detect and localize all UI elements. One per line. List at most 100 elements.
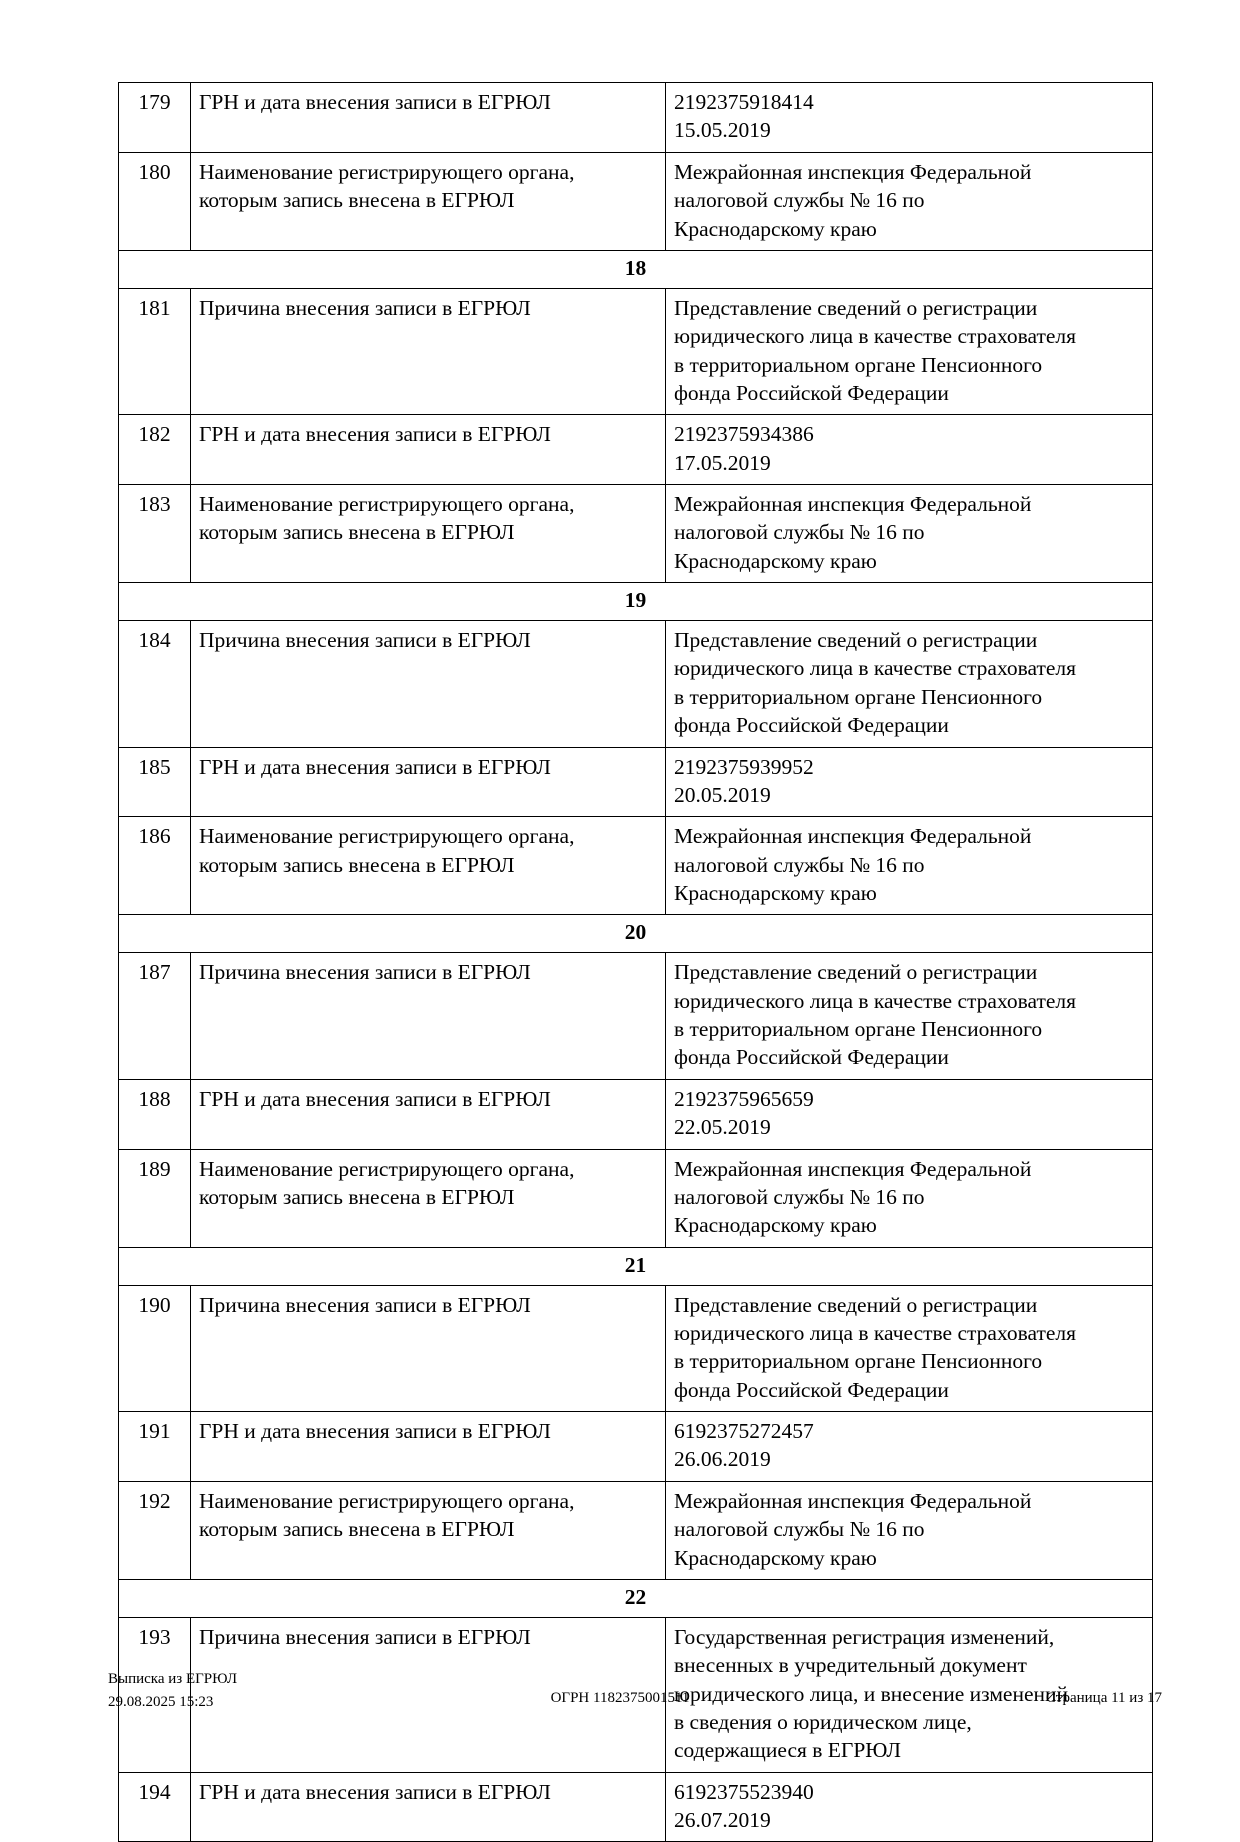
table-row: 190 Причина внесения записи в ЕГРЮЛ Предст… bbox=[118, 1284, 1153, 1412]
table-row: 181 Причина внесения записи в ЕГРЮЛ Предст… bbox=[118, 287, 1153, 416]
row-value: 2192375965659 22.05.2019 bbox=[665, 1078, 1153, 1150]
row-label: ГРН и дата внесения записи в ЕГРЮЛ bbox=[190, 82, 666, 153]
row-number: 191 bbox=[118, 1411, 191, 1482]
text-line: которым запись внесена в ЕГРЮЛ bbox=[199, 1517, 515, 1542]
text-line: Представление сведений о регистрации bbox=[674, 628, 1038, 652]
row-label: Причина внесения записи в ЕГРЮЛ bbox=[190, 952, 666, 1080]
row-value: Межрайонная инспекция Федеральной налогов… bbox=[665, 1148, 1153, 1248]
text-line: Краснодарскому краю bbox=[674, 881, 877, 905]
row-label: ГРН и дата внесения записи в ЕГРЮЛ bbox=[190, 1771, 666, 1842]
table-row: 179 ГРН и дата внесения записи в ЕГРЮЛ 219… bbox=[118, 82, 1153, 153]
row-number: 189 bbox=[118, 1148, 191, 1248]
row-number: 194 bbox=[118, 1771, 191, 1842]
row-label: ГРН и дата внесения записи в ЕГРЮЛ bbox=[190, 414, 666, 485]
text-line: 17.05.2019 bbox=[674, 450, 771, 475]
row-number: 193 bbox=[118, 1616, 191, 1773]
row-number: 192 bbox=[118, 1480, 191, 1580]
text-line: фонда Российской Федерации bbox=[674, 380, 949, 405]
text-line: 20.05.2019 bbox=[674, 782, 771, 807]
table-body: 179 ГРН и дата внесения записи в ЕГРЮЛ 219… bbox=[118, 82, 1153, 1842]
text-line: Краснодарскому краю bbox=[674, 548, 877, 573]
text-line: Представление сведений о регистрации bbox=[674, 1292, 1038, 1317]
text-line: налоговой службы № 16 по bbox=[674, 188, 925, 213]
text-line: Межрайонная инспекция Федеральной bbox=[674, 159, 1032, 184]
text-line: Наименование регистрирующего органа, bbox=[199, 1488, 575, 1513]
text-line: налоговой службы № 16 по bbox=[674, 520, 925, 545]
table-section-header-row: 22 bbox=[118, 1578, 1153, 1618]
footer-ogrn: ОГРН 1182375001511 bbox=[550, 1690, 690, 1706]
section-number: 20 bbox=[118, 914, 1153, 954]
row-label: ГРН и дата внесения записи в ЕГРЮЛ bbox=[190, 746, 666, 818]
text-line: Краснодарскому краю bbox=[674, 1213, 877, 1238]
row-number: 180 bbox=[118, 151, 191, 251]
row-value: 6192375272457 26.06.2019 bbox=[665, 1411, 1153, 1482]
document-page: 179 ГРН и дата внесения записи в ЕГРЮЛ 219… bbox=[0, 82, 1240, 1842]
text-line: 22.05.2019 bbox=[674, 1115, 771, 1140]
row-value: Представление сведений о регистрации юрид… bbox=[665, 952, 1153, 1080]
text-line: 6192375272457 bbox=[674, 1419, 814, 1443]
footer-page-number: Страница 11 из 17 bbox=[1045, 1690, 1162, 1706]
table-section-header-row: 20 bbox=[118, 914, 1153, 954]
text-line: которым запись внесена в ЕГРЮЛ bbox=[199, 852, 515, 877]
text-line: фонда Российской Федерации bbox=[674, 713, 949, 738]
section-number: 18 bbox=[118, 249, 1153, 289]
row-value: 2192375934386 17.05.2019 bbox=[665, 414, 1153, 485]
egrul-records-table: 179 ГРН и дата внесения записи в ЕГРЮЛ 219… bbox=[118, 82, 1153, 1842]
text-line: 2192375918414 bbox=[674, 90, 814, 114]
row-number: 187 bbox=[118, 952, 191, 1080]
text-line: в территориальном органе Пенсионного bbox=[674, 352, 1043, 377]
text-line: в территориальном органе Пенсионного bbox=[674, 684, 1043, 709]
text-line: 15.05.2019 bbox=[674, 118, 771, 143]
table-section-header-row: 19 bbox=[118, 582, 1153, 621]
row-label: ГРН и дата внесения записи в ЕГРЮЛ bbox=[190, 1078, 666, 1150]
table-row: 193 Причина внесения записи в ЕГРЮЛ Госуда… bbox=[118, 1616, 1153, 1773]
row-number: 184 bbox=[118, 620, 191, 748]
text-line: которым запись внесена в ЕГРЮЛ bbox=[199, 188, 515, 213]
text-line: Наименование регистрирующего органа, bbox=[199, 1156, 575, 1181]
text-line: налоговой службы № 16 по bbox=[674, 1184, 925, 1209]
text-line: юридического лица в качестве страховател… bbox=[674, 656, 1077, 681]
text-line: Наименование регистрирующего органа, bbox=[199, 824, 575, 849]
text-line: Межрайонная инспекция Федеральной bbox=[674, 492, 1032, 516]
text-line: Краснодарскому краю bbox=[674, 216, 877, 241]
text-line: Краснодарскому краю bbox=[674, 1545, 877, 1570]
text-line: 2192375965659 bbox=[674, 1086, 814, 1111]
text-line: 26.06.2019 bbox=[674, 1447, 771, 1472]
text-line: в территориальном органе Пенсионного bbox=[674, 1017, 1043, 1041]
table-row: 188 ГРН и дата внесения записи в ЕГРЮЛ 219… bbox=[118, 1078, 1153, 1150]
row-number: 183 bbox=[118, 483, 191, 584]
table-row: 192 Наименование регистрирующего органа, к… bbox=[118, 1480, 1153, 1580]
section-number: 22 bbox=[118, 1578, 1153, 1618]
row-value: 6192375523940 26.07.2019 bbox=[665, 1771, 1153, 1842]
table-row: 185 ГРН и дата внесения записи в ЕГРЮЛ 219… bbox=[118, 746, 1153, 818]
table-row: 182 ГРН и дата внесения записи в ЕГРЮЛ 219… bbox=[118, 414, 1153, 485]
text-line: налоговой службы № 16 по bbox=[674, 852, 925, 877]
text-line: в территориальном органе Пенсионного bbox=[674, 1349, 1043, 1374]
text-line: фонда Российской Федерации bbox=[674, 1045, 949, 1070]
row-value: Представление сведений о регистрации юрид… bbox=[665, 1284, 1153, 1412]
text-line: в сведения о юридическом лице, bbox=[674, 1709, 972, 1734]
row-value: Межрайонная инспекция Федеральной налогов… bbox=[665, 816, 1153, 916]
row-number: 185 bbox=[118, 746, 191, 818]
table-row: 184 Причина внесения записи в ЕГРЮЛ Предст… bbox=[118, 620, 1153, 748]
row-number: 190 bbox=[118, 1284, 191, 1412]
text-line: юридического лица, и внесение изменений bbox=[674, 1681, 1069, 1706]
row-label: Причина внесения записи в ЕГРЮЛ bbox=[190, 287, 666, 416]
row-value: Представление сведений о регистрации юрид… bbox=[665, 287, 1153, 416]
section-number: 21 bbox=[118, 1246, 1153, 1286]
row-label: Наименование регистрирующего органа, кото… bbox=[190, 1480, 666, 1580]
row-number: 181 bbox=[118, 287, 191, 416]
text-line: которым запись внесена в ЕГРЮЛ bbox=[199, 1184, 515, 1209]
row-value: Межрайонная инспекция Федеральной налогов… bbox=[665, 1480, 1153, 1580]
row-number: 179 bbox=[118, 82, 191, 153]
text-line: юридического лица в качестве страховател… bbox=[674, 1320, 1077, 1345]
text-line: Наименование регистрирующего органа, bbox=[199, 492, 575, 516]
text-line: юридического лица в качестве страховател… bbox=[674, 324, 1077, 349]
row-value: Представление сведений о регистрации юрид… bbox=[665, 620, 1153, 748]
table-row: 183 Наименование регистрирующего органа, к… bbox=[118, 483, 1153, 584]
page-footer: Выписка из ЕГРЮЛ 29.08.2025 15:23 ОГРН 1… bbox=[0, 1668, 1240, 1728]
row-label: Наименование регистрирующего органа, кото… bbox=[190, 483, 666, 584]
footer-left-block: Выписка из ЕГРЮЛ 29.08.2025 15:23 bbox=[108, 1668, 237, 1713]
text-line: содержащиеся в ЕГРЮЛ bbox=[674, 1738, 901, 1763]
text-line: 2192375939952 bbox=[674, 754, 814, 779]
